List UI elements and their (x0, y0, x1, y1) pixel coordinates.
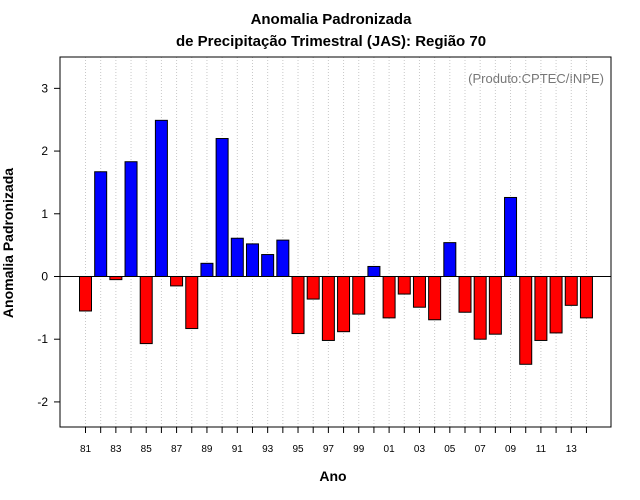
bar-1990 (216, 139, 228, 277)
y-tick-label: -2 (37, 395, 48, 409)
y-axis-label: Anomalia Padronizada (0, 168, 16, 318)
bar-1989 (201, 263, 213, 276)
y-tick-label: 2 (41, 144, 48, 158)
bar-1983 (110, 276, 122, 279)
x-tick-label: 99 (353, 444, 365, 455)
bar-1998 (338, 276, 350, 331)
bar-1988 (186, 276, 198, 328)
bar-2009 (505, 197, 517, 276)
chart-title-line1: Anomalia Padronizada (251, 11, 413, 28)
bar-1984 (125, 162, 137, 277)
bar-1981 (80, 276, 92, 310)
bar-1982 (95, 172, 107, 277)
bar-1995 (292, 276, 304, 333)
y-tick-label: -1 (37, 332, 48, 346)
x-tick-label: 97 (323, 444, 335, 455)
bar-2000 (368, 266, 380, 276)
bar-1999 (353, 276, 365, 314)
x-tick-label: 01 (384, 444, 396, 455)
bar-2002 (398, 276, 410, 294)
bar-2011 (535, 276, 547, 340)
bar-2001 (383, 276, 395, 317)
x-tick-label: 85 (141, 444, 153, 455)
bar-1991 (231, 238, 243, 276)
bar-2013 (565, 276, 577, 305)
grid-lines (60, 57, 611, 427)
bar-2007 (474, 276, 486, 339)
x-tick-label: 91 (232, 444, 244, 455)
x-tick-label: 05 (444, 444, 456, 455)
bar-1997 (322, 276, 334, 340)
x-tick-label: 09 (505, 444, 517, 455)
bar-2010 (520, 276, 532, 364)
bars (80, 120, 593, 364)
x-tick-label: 13 (566, 444, 578, 455)
anomaly-bar-chart: Anomalia Padronizada de Precipitação Tri… (0, 0, 640, 500)
bar-2004 (429, 276, 441, 319)
watermark-label: (Produto:CPTEC/INPE) (468, 71, 604, 86)
plot-frame (60, 57, 611, 427)
bar-2012 (550, 276, 562, 332)
x-axis-label: Ano (319, 468, 346, 484)
x-tick-label: 95 (292, 444, 304, 455)
x-tick-label: 87 (171, 444, 183, 455)
bar-2008 (489, 276, 501, 334)
bar-1985 (140, 276, 152, 343)
y-tick-label: 0 (41, 269, 48, 283)
bar-2005 (444, 243, 456, 277)
bar-2006 (459, 276, 471, 312)
x-tick-label: 93 (262, 444, 274, 455)
bar-2003 (413, 276, 425, 307)
x-tick-label: 03 (414, 444, 426, 455)
bar-1994 (277, 240, 289, 276)
x-tick-label: 11 (536, 444, 547, 455)
x-tick-label: 89 (201, 444, 213, 455)
bar-1996 (307, 276, 319, 299)
bar-1992 (246, 244, 258, 277)
bar-2014 (580, 276, 592, 317)
chart-title-line2: de Precipitação Trimestral (JAS): Região… (176, 33, 486, 50)
y-tick-label: 3 (41, 81, 48, 95)
bar-1993 (262, 255, 274, 277)
y-tick-label: 1 (41, 207, 48, 221)
bar-1987 (171, 276, 183, 285)
x-tick-label: 83 (110, 444, 122, 455)
x-tick-label: 81 (80, 444, 92, 455)
x-tick-label: 07 (475, 444, 487, 455)
bar-1986 (155, 120, 167, 276)
